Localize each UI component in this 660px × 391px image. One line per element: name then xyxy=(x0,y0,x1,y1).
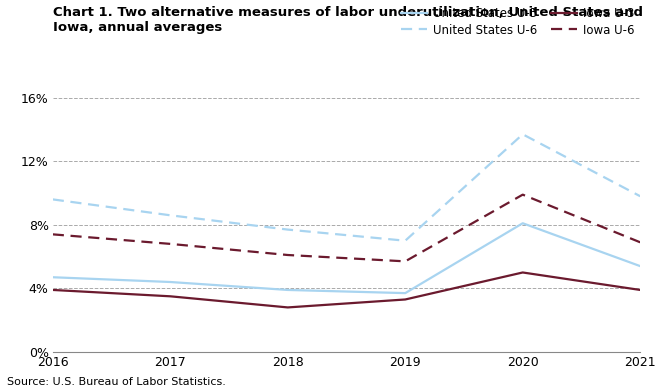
Iowa U-3 xyxy=(166,294,174,299)
United States U-6 xyxy=(49,197,57,202)
Text: Chart 1. Two alternative measures of labor underutilization, United States and
I: Chart 1. Two alternative measures of lab… xyxy=(53,6,643,34)
Line: United States U-6: United States U-6 xyxy=(53,134,640,241)
Iowa U-3 xyxy=(49,288,57,292)
Iowa U-3 xyxy=(636,288,644,292)
United States U-6 xyxy=(636,194,644,199)
United States U-6 xyxy=(401,239,409,243)
Line: United States U-3: United States U-3 xyxy=(53,223,640,293)
Iowa U-6 xyxy=(401,259,409,264)
Line: Iowa U-6: Iowa U-6 xyxy=(53,195,640,261)
Iowa U-6 xyxy=(49,232,57,237)
Iowa U-6 xyxy=(636,240,644,245)
United States U-3 xyxy=(49,275,57,280)
Iowa U-3 xyxy=(519,270,527,275)
United States U-6 xyxy=(519,132,527,136)
United States U-3 xyxy=(636,264,644,269)
Iowa U-6 xyxy=(519,192,527,197)
Iowa U-3 xyxy=(284,305,292,310)
United States U-3 xyxy=(519,221,527,226)
Text: Source: U.S. Bureau of Labor Statistics.: Source: U.S. Bureau of Labor Statistics. xyxy=(7,377,226,387)
Iowa U-6 xyxy=(166,242,174,246)
United States U-3 xyxy=(401,291,409,296)
Iowa U-3 xyxy=(401,297,409,302)
Iowa U-6 xyxy=(284,253,292,257)
United States U-3 xyxy=(284,288,292,292)
United States U-6 xyxy=(166,213,174,218)
United States U-3 xyxy=(166,280,174,284)
Legend: United States U-3, United States U-6, Iowa U-3, Iowa U-6: United States U-3, United States U-6, Io… xyxy=(401,7,634,37)
United States U-6 xyxy=(284,227,292,232)
Line: Iowa U-3: Iowa U-3 xyxy=(53,273,640,307)
